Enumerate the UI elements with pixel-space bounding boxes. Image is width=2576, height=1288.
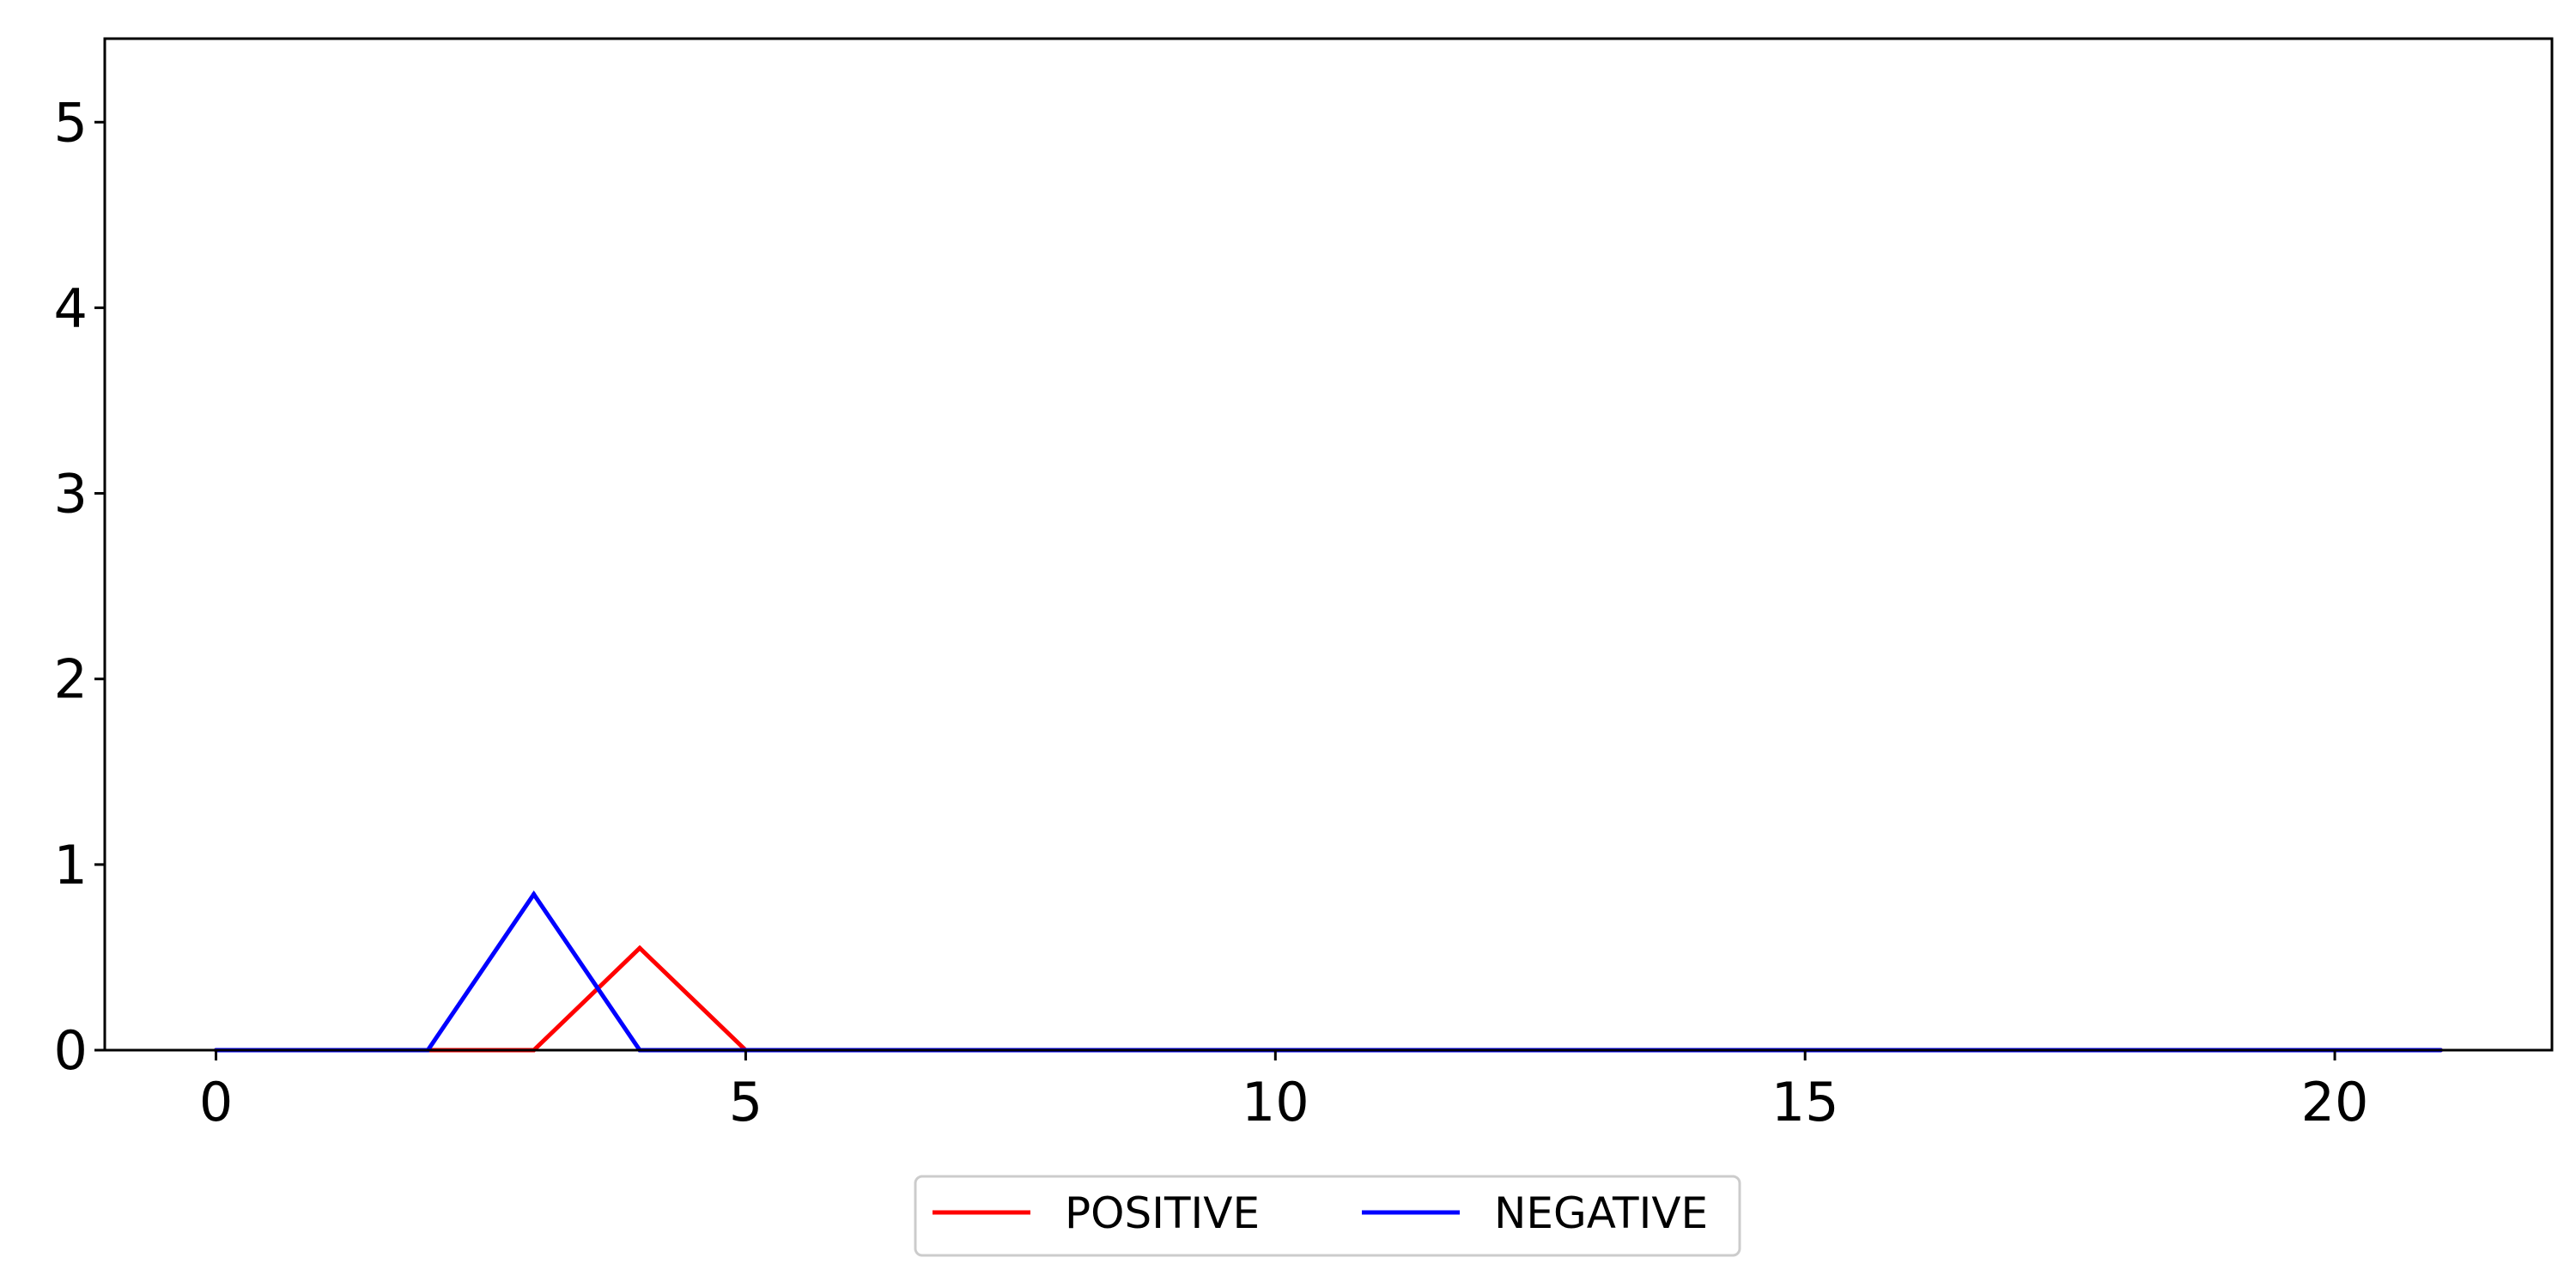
legend-frame [914, 1175, 1741, 1257]
y-axis: 0 1 2 3 4 5 [54, 91, 105, 1082]
y-tick-label: 1 [54, 834, 88, 896]
y-tick-label: 3 [54, 463, 88, 526]
x-tick-label: 15 [1771, 1071, 1839, 1133]
x-tick-label: 5 [729, 1071, 762, 1133]
plot-area-frame [103, 37, 2554, 1052]
x-tick-label: 0 [199, 1071, 233, 1133]
y-tick-label: 4 [54, 276, 88, 339]
legend-label-negative: NEGATIVE [1494, 1188, 1708, 1238]
x-axis: 0 5 10 15 20 [199, 1050, 2369, 1133]
data-point-negative [532, 891, 537, 896]
x-tick-label: 20 [2301, 1071, 2369, 1133]
legend-label-positive: POSITIVE [1065, 1188, 1260, 1238]
x-tick-label: 10 [1242, 1071, 1309, 1133]
legend: POSITIVE NEGATIVE [914, 1175, 1741, 1257]
y-tick-label: 0 [54, 1019, 88, 1082]
y-tick-label: 5 [54, 91, 88, 154]
y-tick-label: 2 [54, 648, 88, 711]
data-point-positive [637, 945, 642, 951]
